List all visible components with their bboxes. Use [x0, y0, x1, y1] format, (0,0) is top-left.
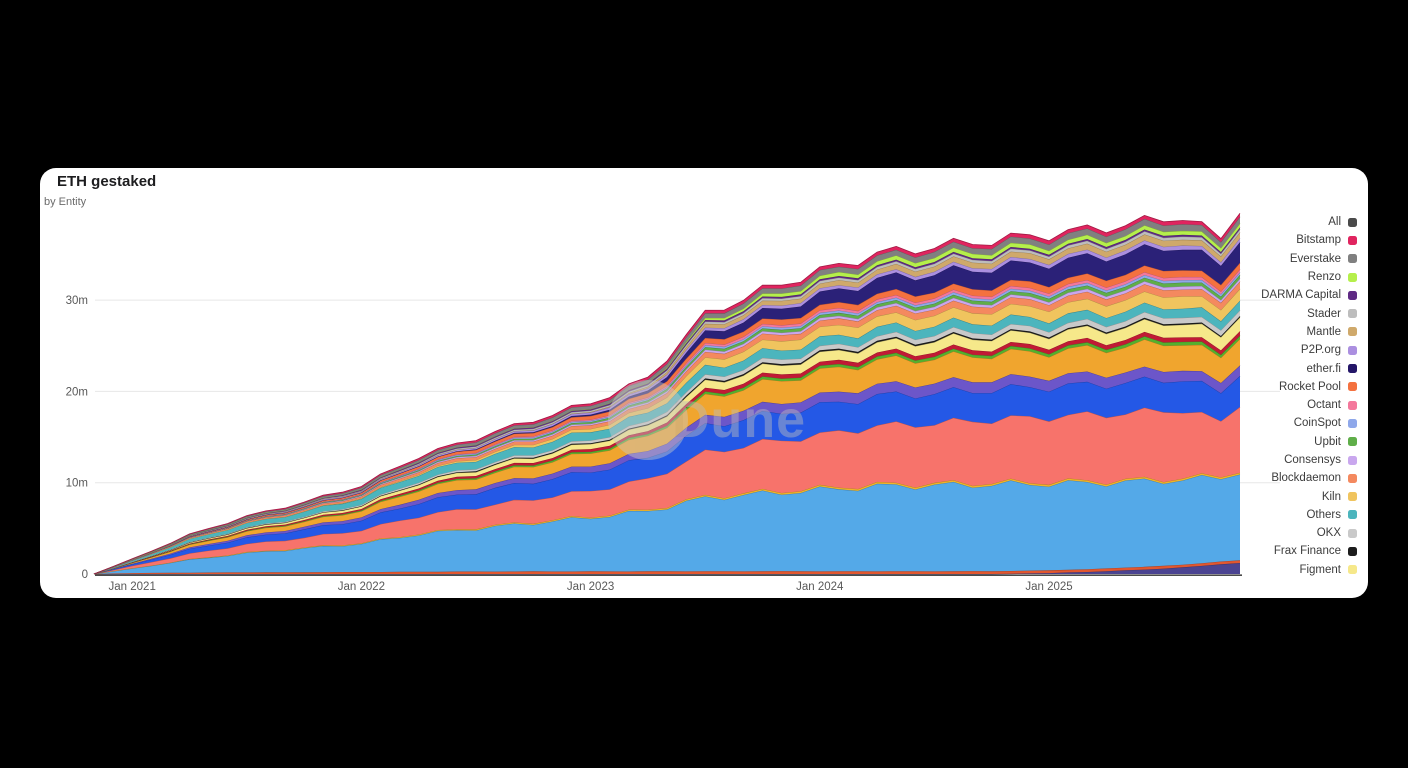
x-axis-label-jan-2021: Jan 2021	[109, 581, 156, 593]
x-axis-label-jan-2022: Jan 2022	[338, 581, 385, 593]
legend-swatch	[1348, 217, 1357, 227]
legend-swatch	[1348, 235, 1357, 245]
legend-label: Consensys	[1284, 454, 1341, 466]
legend-label: Mantle	[1306, 325, 1341, 338]
legend-item-p2p-org[interactable]: P2P.org	[1301, 341, 1357, 359]
legend-label: Renzo	[1307, 271, 1341, 284]
x-axis-label-jan-2024: Jan 2024	[796, 581, 844, 593]
legend-swatch	[1348, 290, 1357, 300]
legend-item-stader[interactable]: Stader	[1307, 304, 1357, 322]
legend-label: CoinSpot	[1293, 417, 1341, 430]
legend-swatch	[1348, 327, 1357, 337]
legend-label: Kiln	[1321, 490, 1341, 503]
y-axis-label-10m: 10m	[66, 478, 88, 490]
legend-item-consensys[interactable]: Consensys	[1284, 451, 1357, 469]
area-series-unlabeled-slate-purple	[94, 563, 1240, 574]
legend-item-frax-finance[interactable]: Frax Finance	[1274, 542, 1357, 560]
area-edge-bitstamp	[93, 212, 1241, 575]
area-series-unlabeled-sky-blue	[94, 474, 1240, 574]
legend-swatch	[1348, 546, 1357, 556]
chart-card: 0 10m 20m 30m Jan 2021 Jan 2022 Jan 2023 Jan 20…	[40, 168, 1368, 598]
legend-item-mantle[interactable]: Mantle	[1306, 323, 1357, 341]
legend-swatch	[1348, 418, 1357, 428]
x-axis-label-jan-2025: Jan 2025	[1025, 581, 1072, 593]
legend-label: Stader	[1307, 307, 1341, 320]
legend: All Bitstamp Everstake Renzo DARMA Capital St…	[1261, 213, 1357, 579]
legend-item-renzo[interactable]: Renzo	[1308, 268, 1357, 286]
legend-swatch	[1348, 272, 1357, 282]
legend-swatch	[1348, 528, 1357, 538]
legend-item-blockdaemon[interactable]: Blockdaemon	[1271, 469, 1357, 487]
stacked-area-chart[interactable]: 0 10m 20m 30m Jan 2021 Jan 2022 Jan 2023 Jan 20…	[40, 168, 1368, 598]
legend-swatch	[1348, 437, 1357, 447]
legend-label: ether.fi	[1306, 362, 1341, 375]
legend-swatch	[1348, 565, 1357, 575]
legend-swatch	[1348, 345, 1357, 355]
legend-label: Rocket Pool	[1278, 380, 1341, 393]
area-series-unlabeled-royal-blue	[94, 375, 1240, 574]
legend-swatch	[1348, 400, 1357, 410]
legend-swatch	[1348, 473, 1357, 483]
legend-item-octant[interactable]: Octant	[1307, 396, 1357, 414]
legend-label: Blockdaemon	[1271, 472, 1341, 485]
legend-label: P2P.org	[1300, 344, 1341, 357]
legend-label: OKX	[1316, 527, 1341, 540]
legend-swatch	[1348, 510, 1357, 520]
legend-label: Upbit	[1314, 435, 1341, 448]
legend-swatch	[1348, 382, 1357, 392]
area-series-unlabeled-amber	[94, 338, 1240, 574]
chart-subtitle: by Entity	[44, 196, 87, 208]
legend-swatch	[1348, 309, 1357, 319]
plot-area: 0 10m 20m 30m Jan 2021 Jan 2022 Jan 2023 Jan 20…	[40, 168, 1368, 598]
legend-swatch	[1348, 455, 1357, 465]
legend-swatch	[1348, 492, 1357, 502]
chart-title: ETH gestaked	[57, 173, 157, 190]
legend-label: All	[1328, 216, 1341, 229]
legend-item-everstake[interactable]: Everstake	[1290, 250, 1357, 268]
legend-label: Bitstamp	[1296, 234, 1341, 247]
legend-item-darma-capital[interactable]: DARMA Capital	[1261, 286, 1357, 304]
legend-label: Everstake	[1289, 252, 1341, 265]
legend-item-all[interactable]: All	[1328, 213, 1357, 231]
legend-label: Figment	[1299, 563, 1341, 576]
legend-label: DARMA Capital	[1261, 289, 1341, 302]
legend-item-okx[interactable]: OKX	[1317, 524, 1357, 542]
legend-item-kiln[interactable]: Kiln	[1322, 487, 1357, 505]
x-axis-label-jan-2023: Jan 2023	[567, 581, 614, 593]
legend-label: Others	[1306, 508, 1341, 521]
legend-label: Octant	[1307, 399, 1341, 412]
legend-item-figment[interactable]: Figment	[1299, 561, 1357, 579]
legend-item-rocket-pool[interactable]: Rocket Pool	[1279, 378, 1357, 396]
legend-swatch	[1348, 364, 1357, 374]
legend-label: Frax Finance	[1273, 545, 1341, 558]
legend-item-coinspot[interactable]: CoinSpot	[1294, 414, 1357, 432]
area-series-unlabeled-coral	[94, 406, 1240, 574]
legend-item-ether-fi[interactable]: ether.fi	[1306, 359, 1357, 377]
y-axis-label-0: 0	[82, 569, 88, 581]
legend-item-bitstamp[interactable]: Bitstamp	[1296, 231, 1357, 249]
y-axis-label-30m: 30m	[66, 295, 88, 307]
legend-item-upbit[interactable]: Upbit	[1314, 433, 1357, 451]
legend-swatch	[1348, 254, 1357, 264]
legend-item-others[interactable]: Others	[1306, 506, 1357, 524]
y-axis-label-20m: 20m	[66, 386, 88, 398]
